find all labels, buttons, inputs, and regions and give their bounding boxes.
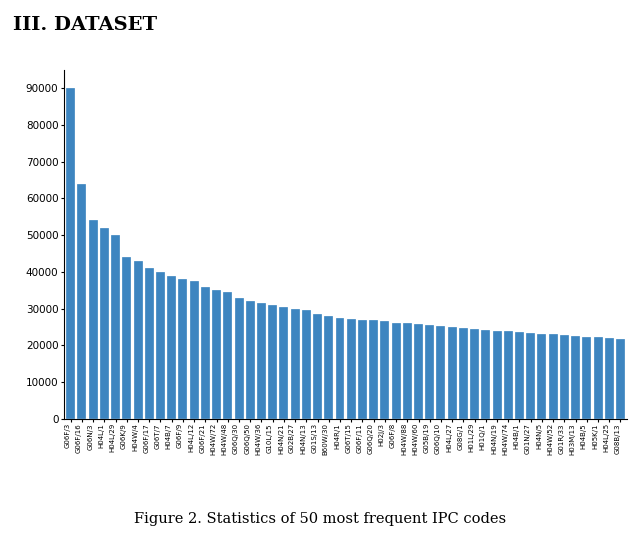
Bar: [89, 221, 98, 419]
Bar: [425, 325, 434, 419]
Bar: [515, 332, 524, 419]
Bar: [347, 319, 356, 419]
Bar: [459, 328, 468, 419]
Bar: [100, 228, 109, 419]
Bar: [179, 279, 188, 419]
Bar: [526, 333, 535, 419]
Bar: [223, 292, 232, 419]
Bar: [280, 307, 289, 419]
Bar: [302, 310, 311, 419]
Bar: [291, 309, 300, 419]
Bar: [582, 337, 591, 419]
Bar: [111, 235, 120, 419]
Bar: [392, 323, 401, 419]
Text: Figure 2. Statistics of 50 most frequent IPC codes: Figure 2. Statistics of 50 most frequent…: [134, 512, 506, 526]
Bar: [548, 335, 557, 419]
Bar: [593, 337, 602, 419]
Bar: [257, 303, 266, 419]
Text: III. DATASET: III. DATASET: [13, 16, 157, 34]
Bar: [414, 324, 423, 419]
Bar: [156, 272, 165, 419]
Bar: [122, 257, 131, 419]
Bar: [201, 287, 210, 419]
Bar: [616, 339, 625, 419]
Bar: [436, 326, 445, 419]
Bar: [538, 333, 547, 419]
Bar: [403, 323, 412, 419]
Bar: [358, 320, 367, 419]
Bar: [605, 338, 614, 419]
Bar: [369, 321, 378, 419]
Bar: [189, 281, 198, 419]
Bar: [560, 335, 569, 419]
Bar: [145, 268, 154, 419]
Bar: [167, 275, 176, 419]
Bar: [67, 88, 76, 419]
Bar: [470, 329, 479, 419]
Bar: [448, 327, 457, 419]
Bar: [313, 314, 322, 419]
Bar: [380, 322, 389, 419]
Bar: [234, 297, 243, 419]
Bar: [493, 331, 502, 419]
Bar: [77, 184, 86, 419]
Bar: [268, 305, 277, 419]
Bar: [481, 330, 490, 419]
Bar: [134, 261, 143, 419]
Bar: [571, 336, 580, 419]
Bar: [335, 318, 344, 419]
Bar: [212, 291, 221, 419]
Bar: [246, 301, 255, 419]
Bar: [504, 331, 513, 419]
Bar: [324, 316, 333, 419]
